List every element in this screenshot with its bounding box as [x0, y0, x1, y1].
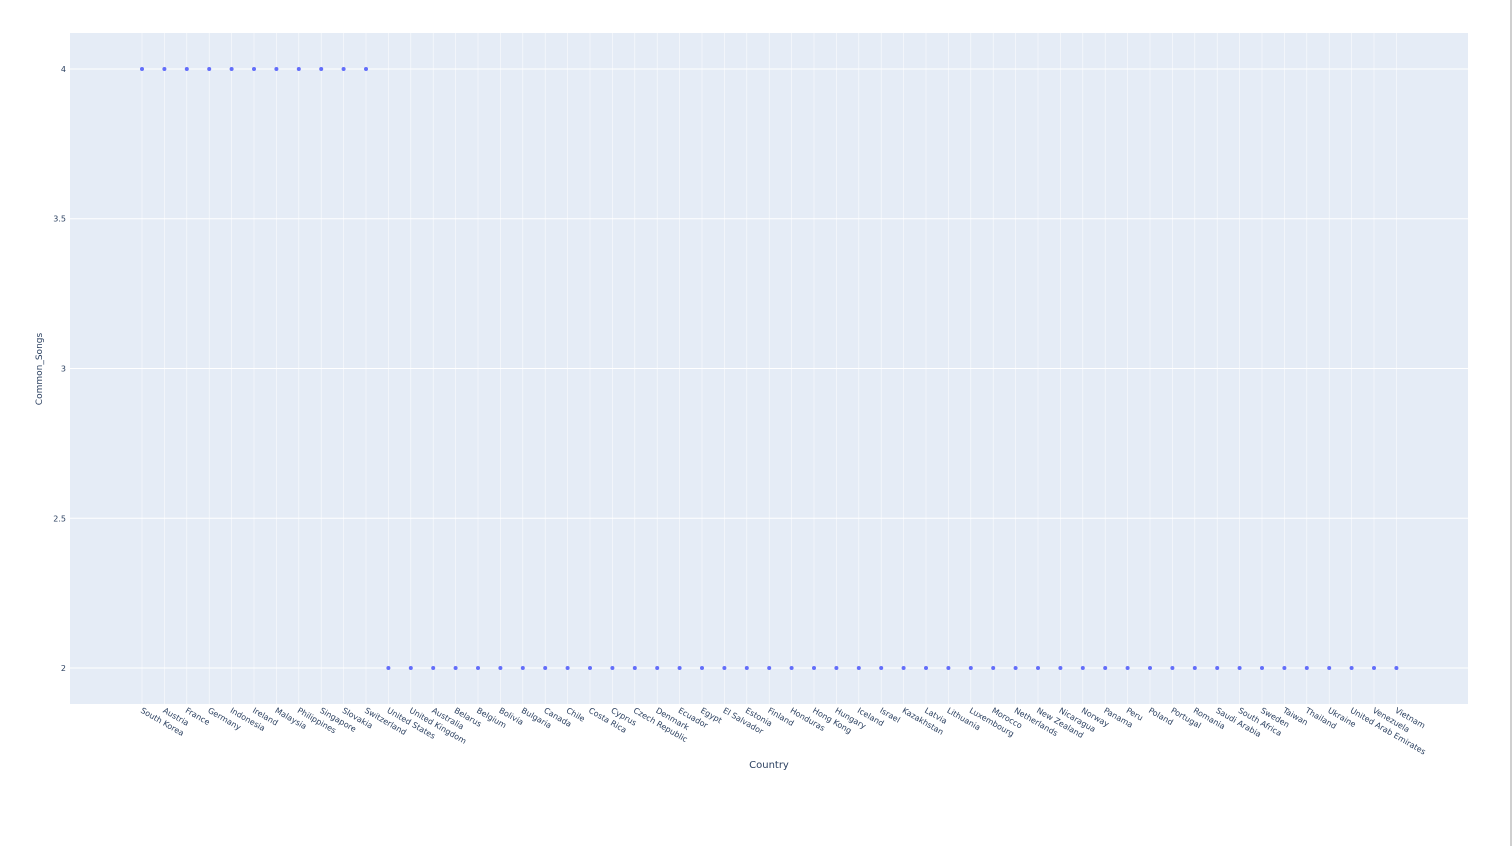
data-point: [856, 666, 861, 671]
data-point: [1327, 666, 1332, 671]
data-point: [229, 66, 234, 71]
data-point: [879, 666, 884, 671]
y-tick-label: 2: [61, 664, 66, 673]
data-point: [834, 666, 839, 671]
data-point: [1349, 666, 1354, 671]
data-point: [498, 666, 503, 671]
data-point: [184, 66, 189, 71]
data-point: [1394, 666, 1399, 671]
data-point: [543, 666, 548, 671]
data-point: [812, 666, 816, 671]
data-point: [453, 666, 458, 671]
data-point: [924, 666, 928, 671]
data-point: [1036, 666, 1040, 671]
data-point: [162, 66, 167, 71]
data-point: [722, 666, 727, 671]
data-point: [319, 66, 324, 71]
data-point: [700, 666, 704, 671]
data-point: [1058, 666, 1063, 671]
data-point: [565, 666, 570, 671]
x-axis-ticks: South KoreaAustriaFranceGermanyIndonesia…: [139, 705, 1427, 756]
data-point: [789, 666, 794, 671]
gridlines: [70, 33, 1468, 704]
data-point: [296, 66, 301, 71]
data-point: [610, 666, 615, 671]
x-tick-label: Poland: [1147, 706, 1175, 727]
data-points: [140, 66, 1399, 671]
data-point: [632, 666, 637, 671]
window-edge: [1510, 0, 1512, 846]
data-point: [968, 666, 973, 671]
data-point: [767, 666, 772, 671]
data-point: [1148, 666, 1152, 671]
data-point: [1260, 666, 1264, 671]
data-point: [1372, 666, 1376, 671]
data-point: [677, 666, 682, 671]
y-tick-label: 3.5: [53, 215, 66, 224]
y-axis-label: Common_Songs: [35, 333, 45, 406]
y-tick-label: 4: [61, 65, 66, 74]
data-point: [252, 66, 256, 71]
data-point: [408, 666, 413, 671]
data-point: [1192, 666, 1197, 671]
data-point: [588, 666, 592, 671]
data-point: [431, 666, 436, 671]
data-point: [140, 66, 144, 71]
x-axis-label: Country: [749, 760, 789, 771]
data-point: [946, 666, 951, 671]
data-point: [655, 666, 660, 671]
data-point: [901, 666, 906, 671]
y-axis-ticks: 2 2.5 3 3.5 4: [53, 65, 66, 673]
data-point: [386, 666, 391, 671]
data-point: [1304, 666, 1309, 671]
data-point: [744, 666, 749, 671]
data-point: [520, 666, 525, 671]
data-point: [1237, 666, 1242, 671]
data-point: [1103, 666, 1108, 671]
data-point: [1013, 666, 1018, 671]
data-point: [341, 66, 346, 71]
data-point: [1215, 666, 1220, 671]
data-point: [1282, 666, 1287, 671]
data-point: [1080, 666, 1085, 671]
y-tick-label: 3: [61, 365, 66, 374]
data-point: [991, 666, 996, 671]
data-point: [476, 666, 480, 671]
data-point: [1170, 666, 1175, 671]
data-point: [207, 66, 212, 71]
data-point: [364, 66, 368, 71]
data-point: [274, 66, 279, 71]
data-point: [1125, 666, 1130, 671]
y-tick-label: 2.5: [53, 514, 66, 523]
